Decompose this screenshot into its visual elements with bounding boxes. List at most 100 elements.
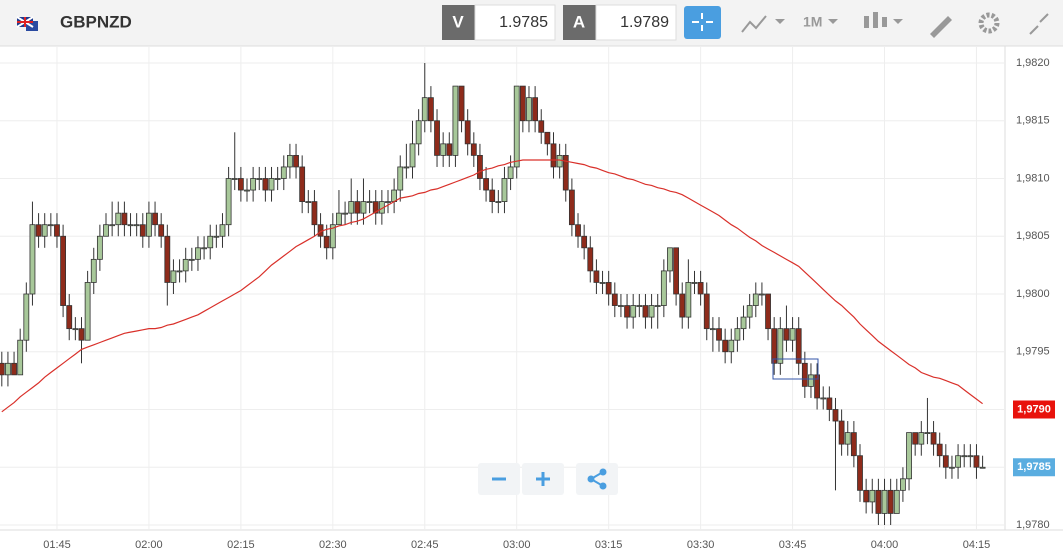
- candle-body: [642, 305, 649, 318]
- ask-price: 1.9789: [620, 14, 669, 31]
- candle-body: [54, 224, 60, 237]
- candle-body: [207, 235, 214, 249]
- candle-body: [452, 85, 459, 156]
- candle-body: [875, 489, 882, 514]
- candle-body: [477, 154, 483, 179]
- candle-body: [495, 201, 502, 204]
- candle-body: [354, 201, 361, 214]
- candle-body: [391, 189, 398, 203]
- x-tick-label: 02:30: [319, 539, 347, 551]
- candle-type-button[interactable]: [864, 12, 903, 28]
- candle-body: [526, 97, 532, 122]
- ask-box[interactable]: [595, 4, 677, 41]
- symbol[interactable]: GBPNZD: [60, 12, 132, 31]
- crosshair-icon: [692, 13, 713, 31]
- candle-body: [857, 455, 863, 491]
- candle-body: [72, 328, 79, 331]
- candle-body: [127, 224, 134, 227]
- bid-label: V: [452, 12, 464, 31]
- candle-body: [771, 328, 778, 364]
- candle-body: [41, 224, 48, 237]
- candle-body: [636, 305, 643, 307]
- candle-body: [900, 478, 906, 491]
- candle-body: [360, 201, 367, 214]
- candle-body: [262, 178, 269, 191]
- candle-body: [409, 143, 416, 168]
- candle-body: [967, 455, 974, 458]
- candle-body: [434, 120, 440, 156]
- y-tick-label: 1,9815: [1016, 115, 1050, 127]
- candle-body: [697, 282, 704, 295]
- chart-type-button[interactable]: [741, 15, 785, 33]
- candle-body: [691, 282, 698, 284]
- candle-body: [783, 328, 790, 341]
- candle-body: [734, 328, 741, 341]
- candle-body: [893, 489, 900, 514]
- x-tick-label: 02:00: [135, 539, 163, 551]
- candle-body: [219, 224, 226, 237]
- settings-button[interactable]: [978, 12, 1000, 34]
- bid-badge[interactable]: [442, 5, 475, 40]
- x-tick-label: 03:30: [687, 539, 715, 551]
- crosshair-button[interactable]: [684, 6, 721, 39]
- ask-badge[interactable]: [563, 5, 596, 40]
- collapse-button[interactable]: [1029, 13, 1049, 35]
- draw-button[interactable]: [930, 16, 952, 38]
- candle-body: [556, 154, 563, 168]
- candle-body: [415, 120, 422, 145]
- candle-body: [716, 328, 722, 341]
- candle-body: [789, 328, 796, 341]
- candle-body: [906, 432, 912, 480]
- x-tick-label: 03:15: [595, 539, 623, 551]
- candle-body: [544, 131, 551, 145]
- candle-body: [949, 466, 955, 469]
- candle-body: [35, 224, 42, 237]
- share-button[interactable]: [576, 463, 618, 495]
- candle-body: [29, 224, 36, 295]
- candle-body: [850, 432, 857, 457]
- candle-body: [575, 224, 581, 237]
- x-tick-label: 03:45: [779, 539, 807, 551]
- candle-body: [342, 212, 348, 215]
- candle-body: [139, 224, 146, 237]
- candle-body: [201, 247, 207, 250]
- x-tick-label: 02:15: [227, 539, 255, 551]
- candle-body: [256, 178, 263, 180]
- candle-body: [930, 432, 937, 445]
- timeframe-caret: [828, 19, 838, 24]
- candle-body: [832, 409, 839, 422]
- candle-body: [826, 397, 833, 410]
- candle-body: [581, 235, 588, 249]
- candle-body: [237, 178, 244, 191]
- candle-body: [507, 166, 514, 179]
- candle-body: [305, 201, 312, 204]
- candle-body: [538, 120, 545, 133]
- candle-body: [250, 178, 257, 191]
- candle-body: [630, 305, 637, 318]
- candle-body: [244, 189, 250, 192]
- candle-body: [673, 247, 679, 295]
- timeframe[interactable]: 1M: [803, 14, 822, 30]
- candle-body: [60, 235, 66, 306]
- candle-body: [679, 293, 686, 318]
- candle-body: [489, 189, 496, 203]
- candle-body: [568, 189, 575, 226]
- candle-body: [722, 339, 729, 353]
- candle-body: [170, 270, 177, 283]
- candle-body: [728, 339, 735, 353]
- selection-box: [772, 358, 819, 380]
- flag: [16, 16, 38, 31]
- candle-body: [323, 235, 330, 249]
- candle-body: [109, 224, 116, 227]
- price-badge: [1013, 458, 1055, 477]
- y-tick-label: 1,9810: [1016, 172, 1050, 184]
- candle-body: [814, 374, 820, 399]
- y-tick-label: 1,9805: [1016, 230, 1050, 242]
- y-tick-label: 1,9780: [1016, 519, 1050, 531]
- candle-body: [195, 247, 201, 260]
- candle-body: [752, 293, 759, 306]
- price-badge-label: 1,9785: [1017, 461, 1051, 473]
- bid-box[interactable]: [474, 4, 556, 41]
- candle-body: [385, 201, 391, 204]
